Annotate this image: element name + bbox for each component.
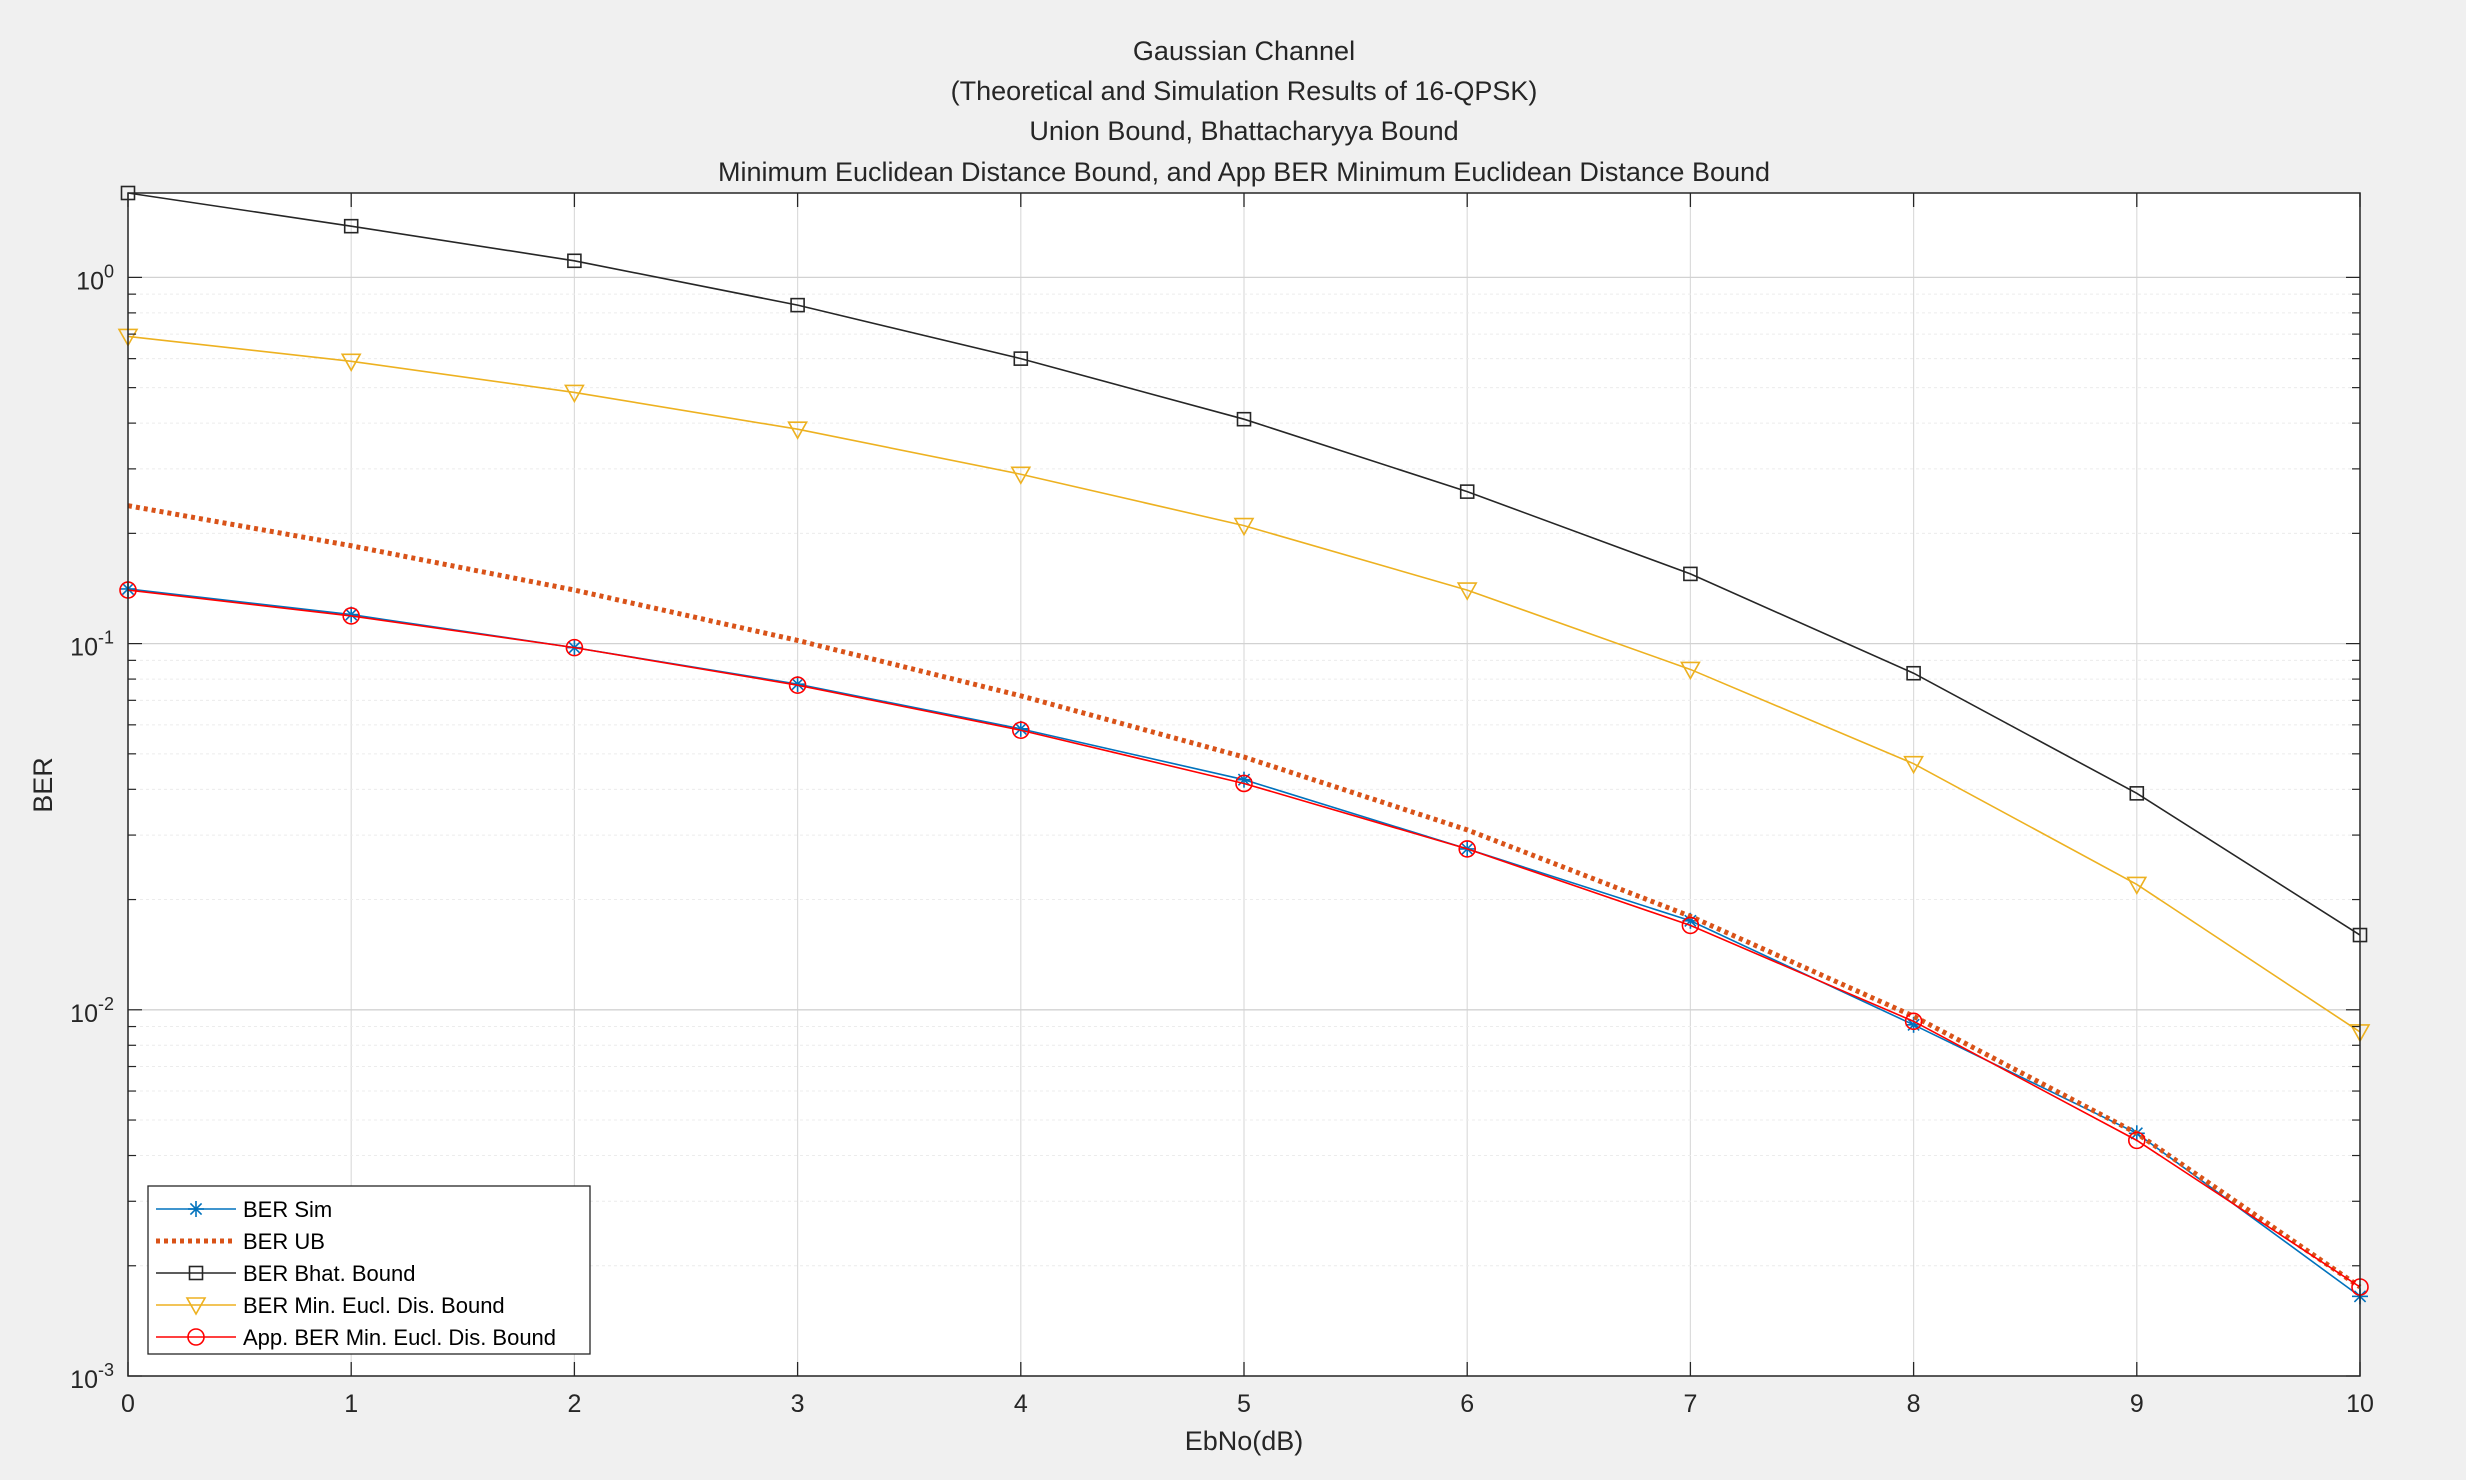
series-4 bbox=[117, 328, 2371, 1043]
series-5 bbox=[119, 581, 2369, 1296]
x-axis-label: EbNo(dB) bbox=[1185, 1426, 1304, 1456]
x-tick-label: 2 bbox=[567, 1390, 581, 1418]
data-point bbox=[1233, 517, 1255, 537]
data-point bbox=[2129, 786, 2145, 801]
data-point bbox=[565, 638, 584, 657]
legend-box bbox=[147, 1185, 591, 1355]
x-tick-label: 3 bbox=[791, 1390, 805, 1418]
legend-label: BER UB bbox=[243, 1229, 325, 1254]
series-layer bbox=[117, 185, 2371, 1305]
data-point bbox=[1680, 661, 1701, 681]
x-tick-label: 7 bbox=[1683, 1390, 1697, 1418]
y-tick-label: 10-2 bbox=[70, 994, 114, 1028]
data-point bbox=[343, 218, 359, 234]
data-point bbox=[564, 384, 585, 404]
x-tick-label: 9 bbox=[2130, 1390, 2144, 1418]
data-point bbox=[789, 676, 806, 693]
x-tick-label: 1 bbox=[344, 1390, 358, 1418]
tick-layer: 0 1 2 3 4 5 6 7 8 9 10 100 10-1 10-2 10-3 bbox=[70, 193, 2374, 1418]
y-tick-label: 10-1 bbox=[70, 628, 114, 662]
data-point bbox=[787, 421, 808, 440]
series-line bbox=[127, 335, 2361, 1033]
legend-marker bbox=[188, 1201, 204, 1217]
y-tick-label: 10-3 bbox=[70, 1360, 114, 1394]
x-tick-label: 5 bbox=[1237, 1390, 1251, 1418]
chart-title: Gaussian Channel (Theoretical and Simula… bbox=[718, 36, 1770, 187]
y-tick-label: 100 bbox=[76, 261, 114, 295]
data-point bbox=[1236, 411, 1252, 427]
data-point bbox=[1456, 582, 1478, 601]
data-point bbox=[1903, 755, 1924, 775]
x-tick-label: 4 bbox=[1014, 1390, 1028, 1418]
x-tick-label: 6 bbox=[1460, 1390, 1474, 1418]
legend-marker bbox=[187, 1328, 205, 1346]
legend-entry-2: BER UB bbox=[156, 1229, 325, 1254]
series-line bbox=[127, 192, 2361, 936]
title-line-2: (Theoretical and Simulation Results of 1… bbox=[951, 76, 1538, 106]
data-point bbox=[567, 253, 582, 269]
x-tick-label: 10 bbox=[2346, 1390, 2374, 1418]
data-point bbox=[1906, 665, 1921, 681]
legend-label: BER Bhat. Bound bbox=[243, 1261, 415, 1286]
data-point bbox=[790, 297, 805, 313]
data-point bbox=[1458, 840, 1476, 858]
data-point bbox=[1235, 774, 1253, 793]
data-point bbox=[1013, 351, 1029, 366]
data-point bbox=[1683, 566, 1698, 582]
data-point bbox=[342, 607, 361, 625]
title-line-4: Minimum Euclidean Distance Bound, and Ap… bbox=[718, 157, 1770, 187]
legend-label: BER Min. Eucl. Dis. Bound bbox=[243, 1293, 505, 1318]
x-tick-label: 8 bbox=[1907, 1390, 1921, 1418]
legend-label: BER Sim bbox=[243, 1197, 332, 1222]
data-point bbox=[1010, 466, 1032, 485]
data-point bbox=[340, 353, 362, 372]
data-point bbox=[1011, 721, 1030, 740]
title-line-1: Gaussian Channel bbox=[1133, 36, 1355, 66]
legend-entry-5: App. BER Min. Eucl. Dis. Bound bbox=[156, 1325, 556, 1350]
legend-entry-1: BER Sim bbox=[156, 1197, 332, 1222]
series-line bbox=[127, 589, 2361, 1288]
legend-entry-4: BER Min. Eucl. Dis. Bound bbox=[156, 1293, 505, 1318]
x-tick-label: 0 bbox=[121, 1390, 135, 1418]
data-point bbox=[2128, 1131, 2146, 1150]
data-point bbox=[1681, 916, 1700, 935]
y-axis-label: BER bbox=[28, 757, 58, 813]
data-point bbox=[1459, 484, 1475, 499]
legend-marker bbox=[188, 1265, 204, 1281]
data-point bbox=[1904, 1012, 1923, 1031]
data-point bbox=[788, 676, 807, 694]
series-line bbox=[127, 503, 2362, 1290]
legend-label: App. BER Min. Eucl. Dis. Bound bbox=[243, 1325, 556, 1350]
legend-marker bbox=[185, 1297, 207, 1316]
series-2 bbox=[127, 503, 2362, 1290]
legend: BER Sim BER UB BER Bhat. Bound BER Min. Euc… bbox=[147, 1185, 591, 1355]
title-line-3: Union Bound, Bhattacharyya Bound bbox=[1029, 116, 1458, 146]
data-point bbox=[2126, 876, 2148, 896]
legend-entry-3: BER Bhat. Bound bbox=[156, 1261, 415, 1286]
